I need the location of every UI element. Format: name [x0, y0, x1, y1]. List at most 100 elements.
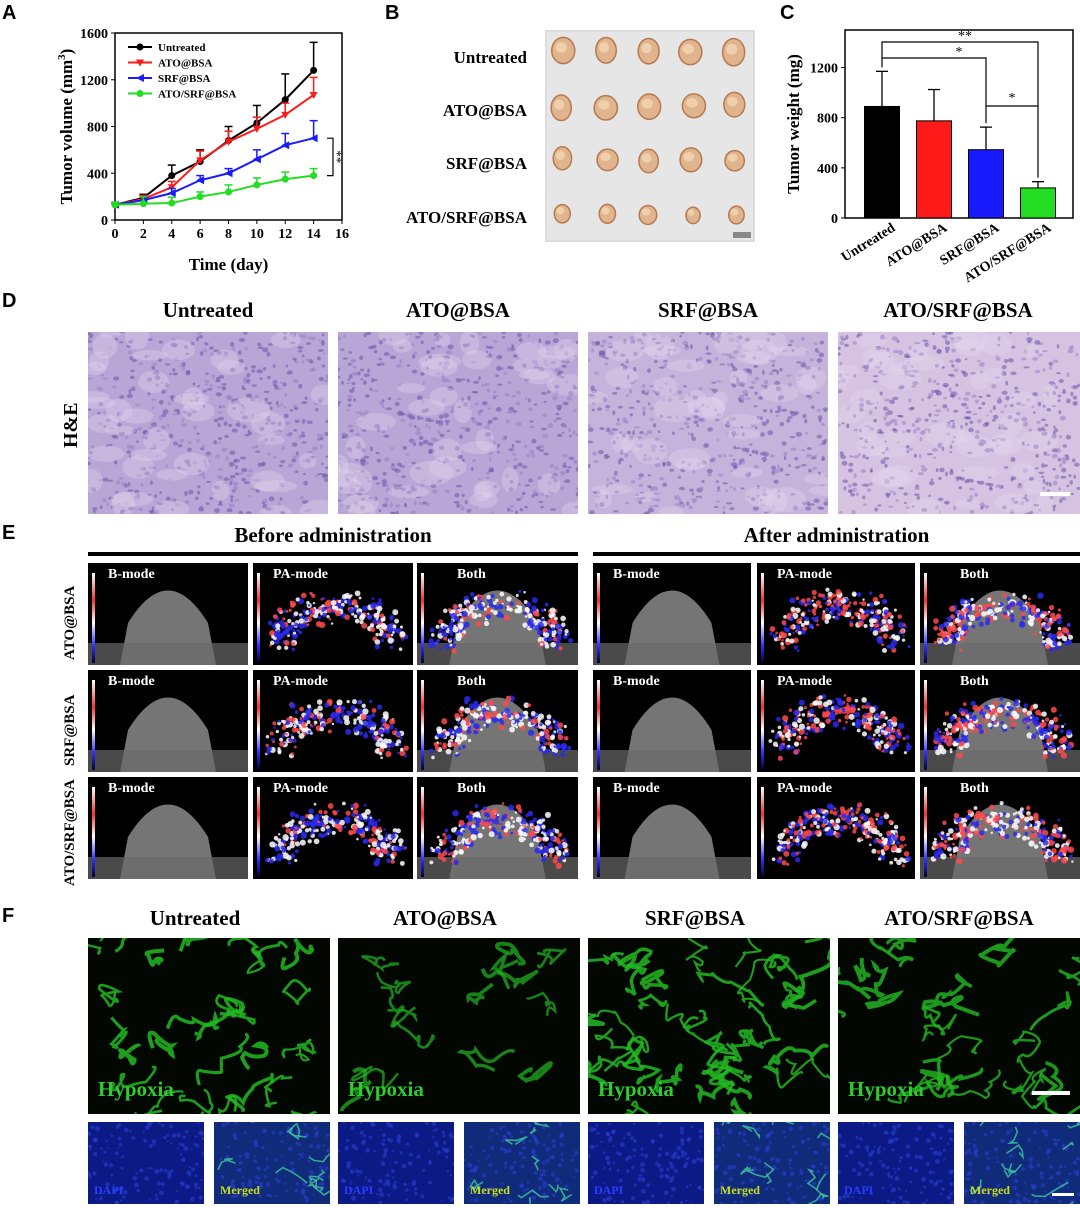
- y-tick-label: 1200: [80, 74, 108, 89]
- x-tick-label: 2: [140, 227, 147, 242]
- pa-row-label: SRF@BSA: [62, 694, 78, 766]
- bar: [1020, 187, 1056, 219]
- legend-label: Untreated: [158, 42, 205, 54]
- hypoxia-label: Hypoxia: [598, 1077, 674, 1101]
- x-tick-label: 6: [197, 227, 204, 242]
- data-point: [253, 181, 261, 189]
- data-point: [252, 155, 261, 164]
- tumor-highlight: [554, 99, 565, 110]
- significance-bracket: [881, 41, 1039, 178]
- data-point: [281, 96, 289, 104]
- merged-image-combo: Merged: [964, 1122, 1080, 1204]
- legend-marker: [136, 43, 144, 51]
- legend-marker: [136, 90, 144, 97]
- y-tick-label: 400: [87, 167, 108, 182]
- panel-label-e: E: [2, 522, 16, 544]
- panel-d-header: ATO/SRF@BSA: [883, 298, 1033, 322]
- y-axis-label: Tumor volume (mm3): [56, 49, 76, 205]
- data-point: [196, 193, 204, 201]
- significance-bracket: [327, 137, 334, 177]
- x-tick-label: 14: [307, 227, 321, 242]
- mode-label: B-mode: [108, 781, 155, 796]
- tumor-highlight: [683, 152, 695, 162]
- mode-label: B-mode: [613, 781, 660, 796]
- before-header: Before administration: [234, 523, 432, 547]
- hypoxia-label: Hypoxia: [348, 1077, 424, 1101]
- category-label: ATO/SRF@BSA: [962, 220, 1055, 286]
- pa-image-combo-after-bmode: B-mode: [593, 777, 751, 879]
- legend-label: SRF@BSA: [158, 73, 210, 85]
- y-tick-label: 800: [87, 121, 108, 136]
- panel-label-c: C: [780, 2, 795, 24]
- significance-label: *: [956, 45, 963, 60]
- mode-label: Both: [457, 674, 486, 689]
- colorbar: [597, 680, 600, 770]
- pa-image-combo-after-pamode: PA-mode: [757, 777, 915, 879]
- data-point: [310, 66, 318, 74]
- tumor-highlight: [641, 153, 652, 163]
- mode-label: B-mode: [108, 567, 155, 582]
- data-point: [310, 172, 318, 180]
- pa-image-srf-after-both: Both: [920, 670, 1080, 772]
- tumor-highlight: [641, 98, 653, 109]
- y-tick-label: 1600: [80, 27, 108, 42]
- pa-image-ato-after-bmode: B-mode: [593, 563, 751, 665]
- dapi-image-ato: DAPI: [338, 1122, 454, 1204]
- y-tick-label: 800: [817, 112, 838, 127]
- y-tick-label: 0: [101, 214, 108, 229]
- bar: [864, 105, 900, 219]
- mode-label: PA-mode: [273, 781, 328, 796]
- mode-label: PA-mode: [777, 674, 832, 689]
- data-point: [111, 201, 119, 209]
- data-point: [281, 141, 290, 150]
- he-image-ato: [338, 332, 578, 514]
- tumor-highlight: [600, 152, 611, 162]
- tumor-highlight: [601, 207, 610, 215]
- excised-tumors-photo: [545, 30, 755, 242]
- pa-row-label: ATO@BSA: [62, 585, 78, 660]
- colorbar: [257, 680, 260, 770]
- colorbar: [924, 787, 927, 877]
- mode-label: Both: [960, 781, 989, 796]
- data-point: [225, 188, 232, 196]
- series-line: [114, 174, 314, 206]
- mode-label: B-mode: [108, 674, 155, 689]
- pa-image-ato-after-both: Both: [920, 563, 1080, 665]
- panel-b-row-label: SRF@BSA: [446, 154, 527, 173]
- panel-d-header: Untreated: [162, 298, 254, 322]
- colorbar: [92, 787, 95, 877]
- merged-label: Merged: [720, 1183, 760, 1197]
- dapi-label: DAPI: [844, 1183, 874, 1197]
- tumor-highlight: [641, 43, 652, 54]
- scale-bar: [1040, 492, 1070, 496]
- y-tick-label: 0: [831, 212, 838, 227]
- he-image-srf: [588, 332, 828, 514]
- he-image-untreated: [88, 332, 328, 514]
- colorbar: [924, 680, 927, 770]
- legend-label: ATO@BSA: [158, 58, 213, 70]
- tumor-highlight: [726, 43, 738, 55]
- tumor-volume-chart: 0 2 4 6 8 10 12 14 16 0 400 800 1200 1600 Time (day) Tu…: [56, 27, 349, 274]
- data-point: [196, 157, 205, 165]
- divider: [88, 552, 578, 556]
- hypoxia-label: Hypoxia: [848, 1077, 924, 1101]
- series-line: [114, 94, 315, 206]
- merged-label: Merged: [970, 1183, 1010, 1197]
- colorbar: [92, 680, 95, 770]
- he-row-label: H&E: [60, 402, 82, 448]
- y-tick-label: 1200: [810, 62, 838, 77]
- hypoxia-image-combo: Hypoxia: [838, 938, 1080, 1114]
- data-point: [309, 134, 318, 143]
- data-point: [252, 125, 261, 133]
- pa-image-srf-before-bmode: B-mode: [88, 670, 248, 772]
- panel-f-header: SRF@BSA: [644, 906, 746, 930]
- mode-label: PA-mode: [273, 567, 328, 582]
- dapi-image-untreated: DAPI: [88, 1122, 204, 1204]
- panel-label-a: A: [2, 2, 17, 24]
- data-point: [167, 189, 176, 198]
- colorbar: [421, 573, 424, 663]
- x-tick-label: 0: [112, 227, 119, 242]
- pa-row-label: ATO/SRF@BSA: [62, 779, 78, 886]
- mode-label: PA-mode: [273, 674, 328, 689]
